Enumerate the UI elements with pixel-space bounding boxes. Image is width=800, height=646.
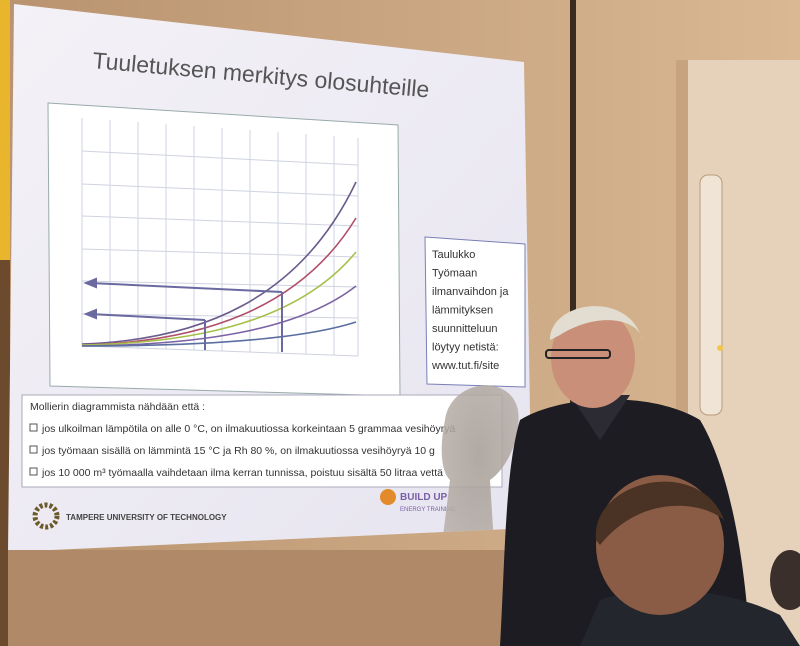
side-note-line: lämmityksen <box>432 305 493 317</box>
side-note-line: ilmanvaihdon ja <box>432 286 509 298</box>
side-note-line: suunnitteluun <box>432 323 497 335</box>
yellow-edge <box>0 0 10 260</box>
photo: Tuuletuksen merkitys olosuhteille <box>0 0 800 646</box>
wall-lower <box>8 550 533 646</box>
tut-label: TAMPERE UNIVERSITY OF TECHNOLOGY <box>66 513 227 522</box>
bullet-item: jos työmaan sisällä on lämmintä 15 °C ja… <box>41 445 435 457</box>
side-note-line: Taulukko <box>432 249 475 261</box>
buildup-label: BUILD UP <box>400 492 448 503</box>
bullet-item: jos ulkoilman lämpötila on alle 0 °C, on… <box>41 423 455 435</box>
door-handle-plate <box>700 175 722 415</box>
indicator-light <box>717 345 723 351</box>
bullet-item: jos 10 000 m³ työmaalla vaihdetaan ilma … <box>41 467 443 479</box>
side-note-line: Työmaan <box>432 268 477 280</box>
buildup-logo <box>380 489 396 505</box>
bullet-list: jos ulkoilman lämpötila on alle 0 °C, on… <box>30 423 455 479</box>
side-note-line: www.tut.fi/site <box>431 360 499 372</box>
page: Tuuletuksen merkitys olosuhteille <box>0 0 800 646</box>
bullet-heading: Mollierin diagrammista nähdään että : <box>30 401 205 413</box>
side-note-line: löytyy netistä: <box>432 342 499 354</box>
